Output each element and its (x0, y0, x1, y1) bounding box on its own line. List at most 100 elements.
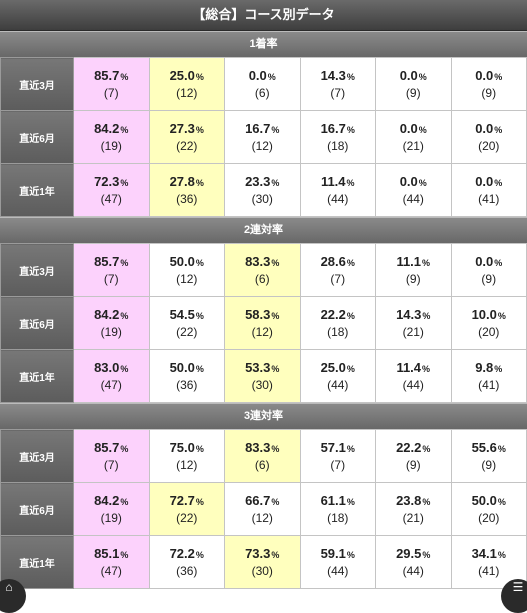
percent-unit: % (120, 177, 129, 188)
rate-cell: 0.0% (20) (450, 110, 527, 164)
percent-unit: % (195, 549, 204, 560)
table-row: 直近1年 72.3% (47) 27.8% (36) 23.3% (30) 11.4% (44)… (0, 163, 527, 217)
rate-value: 0.0 (475, 173, 494, 189)
rate-percent: 72.7% (150, 493, 225, 510)
rate-percent: 10.0% (452, 307, 527, 324)
rate-cell: 22.2% (18) (299, 296, 376, 350)
rate-value: 0.0 (399, 120, 418, 136)
race-count: (36) (176, 191, 198, 206)
percent-unit: % (422, 363, 431, 374)
rate-cell: 11.4% (44) (375, 349, 452, 403)
period-label: 直近3月 (0, 243, 74, 297)
rate-percent: 59.1% (301, 546, 376, 563)
rate-cell: 16.7% (12) (224, 110, 301, 164)
percent-unit: % (271, 496, 280, 507)
rate-percent: 83.3% (225, 440, 300, 457)
rate-cell: 14.3% (21) (375, 296, 452, 350)
rate-value: 83.0 (94, 359, 120, 375)
rate-value: 11.4 (320, 173, 346, 189)
rate-cell: 61.1% (18) (299, 482, 376, 536)
rate-value: 72.7 (169, 492, 195, 508)
rate-cell: 10.0% (20) (450, 296, 527, 350)
rate-value: 53.3 (245, 359, 271, 375)
race-count: (44) (327, 563, 349, 578)
rate-value: 61.1 (320, 492, 346, 508)
race-count: (47) (100, 377, 122, 392)
race-count: (19) (100, 324, 122, 339)
race-count: (22) (176, 510, 198, 525)
rate-percent: 22.2% (376, 440, 451, 457)
rate-percent: 57.1% (301, 440, 376, 457)
race-count: (12) (176, 457, 198, 472)
rate-cell: 0.0% (9) (450, 57, 527, 111)
race-count: (12) (251, 324, 273, 339)
rate-percent: 0.0% (452, 68, 527, 85)
percent-unit: % (195, 496, 204, 507)
page-title: 【総合】コース別データ (0, 0, 527, 31)
rate-table: 直近3月 85.7% (7) 50.0% (12) 83.3% (6) 28.6% (7) 11.… (0, 243, 527, 403)
rate-cell: 0.0% (41) (450, 163, 527, 217)
home-button[interactable]: ⌂ (0, 579, 26, 613)
rate-percent: 75.0% (150, 440, 225, 457)
rate-percent: 85.7% (74, 254, 149, 271)
rate-value: 66.7 (245, 492, 271, 508)
period-label: 直近1年 (0, 349, 74, 403)
section-header: 2連対率 (0, 217, 527, 243)
rate-cell: 72.2% (36) (148, 535, 225, 589)
rate-value: 75.0 (169, 439, 195, 455)
race-count: (36) (176, 377, 198, 392)
table-row: 直近6月 84.2% (19) 72.7% (22) 66.7% (12) 61.1% (18)… (0, 482, 527, 536)
percent-unit: % (195, 124, 204, 135)
race-count: (7) (103, 457, 119, 472)
rate-value: 14.3 (320, 67, 346, 83)
race-count: (7) (330, 271, 346, 286)
race-count: (20) (478, 324, 500, 339)
percent-unit: % (271, 443, 280, 454)
race-count: (7) (330, 457, 346, 472)
rate-cell: 66.7% (12) (224, 482, 301, 536)
race-count: (21) (402, 324, 424, 339)
rate-value: 14.3 (396, 306, 422, 322)
percent-unit: % (346, 257, 355, 268)
rate-percent: 72.2% (150, 546, 225, 563)
rate-percent: 55.6% (452, 440, 527, 457)
menu-button[interactable]: ☰ (501, 579, 527, 613)
rate-cell: 29.5% (44) (375, 535, 452, 589)
percent-unit: % (120, 549, 129, 560)
rate-value: 0.0 (248, 67, 267, 83)
rate-cell: 0.0% (9) (375, 57, 452, 111)
race-count: (12) (176, 271, 198, 286)
rate-value: 55.6 (471, 439, 497, 455)
rate-value: 25.0 (169, 67, 195, 83)
rate-percent: 11.4% (376, 360, 451, 377)
rate-percent: 50.0% (452, 493, 527, 510)
race-count: (12) (176, 85, 198, 100)
rate-cell: 27.8% (36) (148, 163, 225, 217)
rate-percent: 50.0% (150, 360, 225, 377)
rate-value: 85.7 (94, 67, 120, 83)
percent-unit: % (195, 71, 204, 82)
rate-percent: 27.8% (150, 174, 225, 191)
rate-cell: 85.1% (47) (73, 535, 150, 589)
race-count: (44) (402, 563, 424, 578)
rate-cell: 25.0% (12) (148, 57, 225, 111)
percent-unit: % (422, 310, 431, 321)
rate-percent: 73.3% (225, 546, 300, 563)
rate-percent: 14.3% (301, 68, 376, 85)
rate-percent: 11.4% (301, 174, 376, 191)
percent-unit: % (422, 496, 431, 507)
rate-value: 84.2 (94, 492, 120, 508)
percent-unit: % (346, 310, 355, 321)
rate-value: 27.8 (169, 173, 195, 189)
percent-unit: % (120, 257, 129, 268)
percent-unit: % (346, 71, 355, 82)
rate-percent: 66.7% (225, 493, 300, 510)
rate-value: 85.7 (94, 253, 120, 269)
period-label: 直近6月 (0, 482, 74, 536)
rate-cell: 0.0% (9) (450, 243, 527, 297)
percent-unit: % (267, 71, 276, 82)
percent-unit: % (120, 310, 129, 321)
rate-percent: 83.3% (225, 254, 300, 271)
rate-value: 11.1 (396, 253, 422, 269)
rate-cell: 0.0% (44) (375, 163, 452, 217)
